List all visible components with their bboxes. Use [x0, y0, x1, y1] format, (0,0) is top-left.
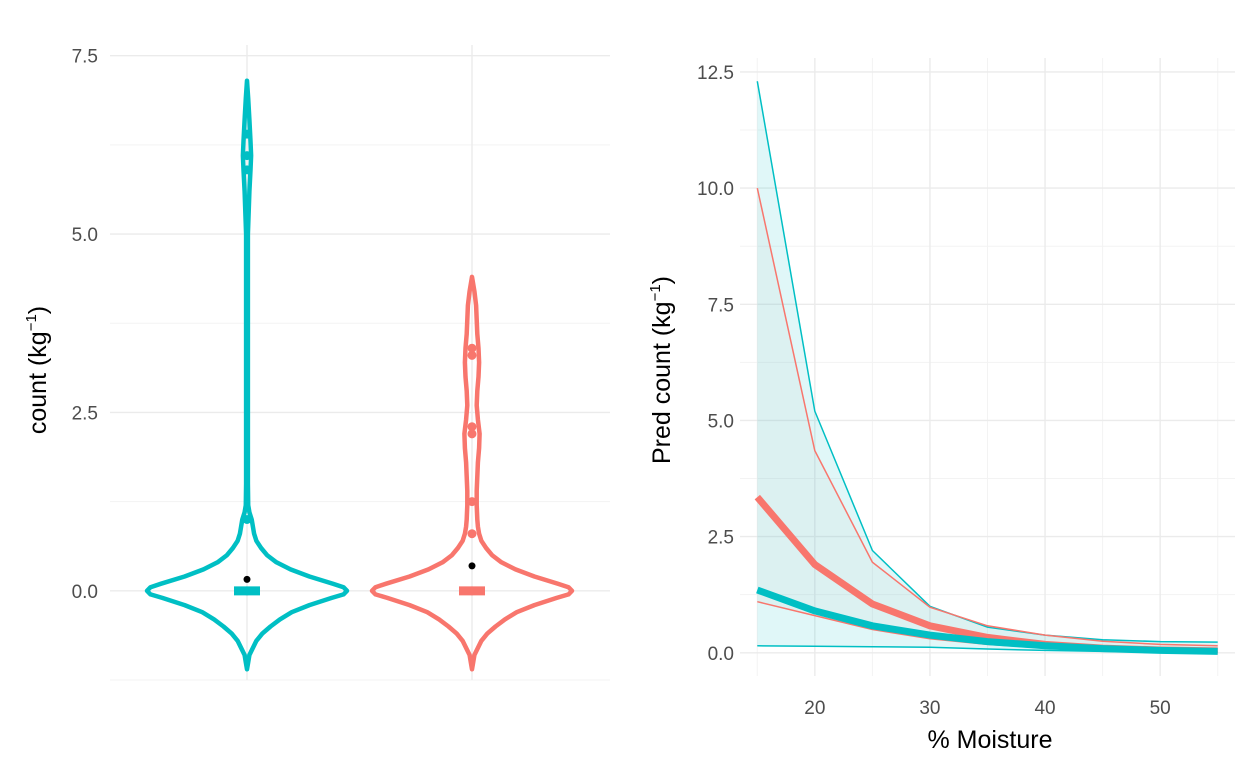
right-y-axis-title-main: Pred count (kg: [648, 301, 676, 464]
violin-data-point: [242, 514, 252, 524]
left-violins: [144, 78, 575, 672]
violin-data-point: [467, 497, 477, 507]
right-y-axis-title: Pred count (kg−1): [647, 276, 676, 464]
left-y-axis-title-sup: −1: [23, 314, 40, 331]
prediction-panel: 0.0 2.5 5.0 7.5 10.0 12.5 20 30 40 50 Pred count…: [647, 58, 1235, 754]
left-y-tick-label: 7.5: [72, 47, 98, 68]
right-y-tick-label: 0.0: [708, 644, 734, 665]
ci-upper-line: [756, 187, 1218, 647]
right-series: [754, 81, 1218, 655]
violin-mean-point: [468, 562, 476, 570]
left-y-axis-title-close: ): [24, 306, 52, 314]
right-y-tick-label: 12.5: [697, 63, 734, 84]
violin-data-point: [467, 343, 477, 353]
left-y-tick-label: 5.0: [72, 225, 98, 246]
right-x-tick-label: 20: [804, 698, 825, 719]
violin-panel: 0.0 2.5 5.0 7.5 count (kg−1): [23, 45, 610, 681]
right-y-tick-label: 10.0: [697, 179, 734, 200]
violin-data-point: [467, 350, 477, 360]
prediction-line: [756, 586, 1218, 655]
right-y-tick-label: 2.5: [708, 528, 734, 549]
right-gridlines: [740, 58, 1235, 676]
violin-data-point: [467, 429, 477, 439]
right-x-tick-labels: 20 30 40 50: [804, 698, 1170, 719]
right-x-axis-title: % Moisture: [927, 726, 1052, 754]
right-y-tick-labels: 0.0 2.5 5.0 7.5 10.0 12.5: [697, 63, 734, 665]
violin-data-point: [467, 422, 477, 432]
violin-data-point: [242, 151, 252, 161]
left-y-axis-title-main: count (kg: [24, 331, 52, 434]
right-y-axis-title-close: ): [648, 276, 676, 284]
confidence-ribbon: [757, 81, 1218, 653]
right-y-tick-label: 7.5: [708, 295, 734, 316]
violin-outline: [369, 274, 575, 672]
violin-outline: [144, 78, 350, 672]
violin-data-point: [242, 129, 252, 139]
left-y-tick-label: 0.0: [72, 582, 98, 603]
violin-data-point: [242, 165, 252, 175]
ci-upper-line: [756, 81, 1218, 643]
left-y-tick-labels: 0.0 2.5 5.0 7.5: [72, 47, 98, 603]
right-x-tick-label: 40: [1034, 698, 1055, 719]
violin-data-point: [467, 529, 477, 539]
right-y-tick-label: 5.0: [708, 411, 734, 432]
right-x-tick-label: 50: [1150, 698, 1171, 719]
right-x-tick-label: 30: [919, 698, 940, 719]
left-gridlines: [110, 45, 610, 681]
right-y-axis-title-sup: −1: [647, 284, 664, 301]
violin-mean-point: [243, 575, 251, 583]
left-y-tick-label: 2.5: [72, 403, 98, 424]
left-y-axis-title: count (kg−1): [23, 306, 52, 434]
